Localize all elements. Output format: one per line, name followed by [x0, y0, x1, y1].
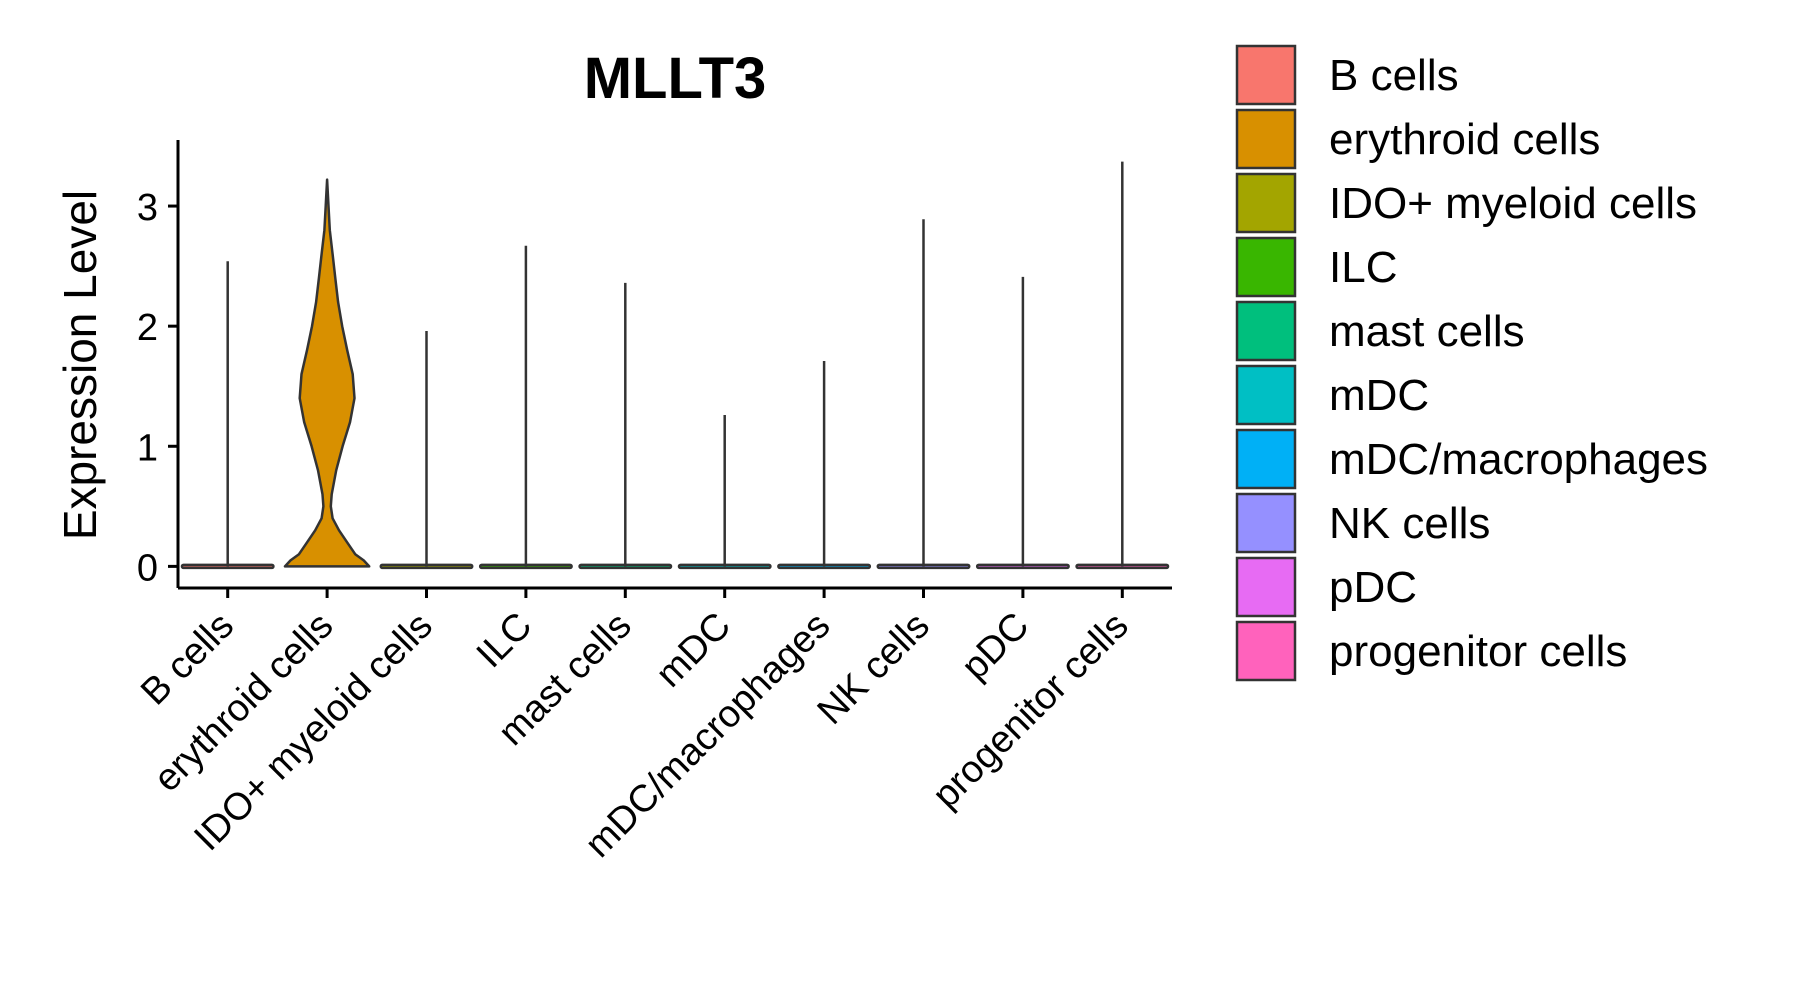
x-tick-label: NK cells [810, 605, 938, 733]
violin-group [379, 330, 474, 570]
x-tick-label: ILC [469, 605, 541, 677]
legend-label: progenitor cells [1329, 627, 1627, 676]
legend-key [1235, 236, 1297, 298]
legend: B cells erythroid cells IDO+ myeloid cells… [1235, 44, 1708, 682]
legend-key [1235, 44, 1297, 106]
legend-label: NK cells [1329, 499, 1490, 548]
chart-title: MLLT3 [584, 46, 767, 111]
legend-key [1235, 620, 1297, 682]
violin-group [777, 360, 872, 570]
y-tick-label: 3 [137, 187, 158, 229]
violin-group [975, 276, 1070, 570]
legend-label: erythroid cells [1329, 115, 1600, 164]
legend-key [1235, 428, 1297, 490]
legend-label: mDC/macrophages [1329, 435, 1708, 484]
legend-key [1235, 172, 1297, 234]
legend-label: mDC [1329, 371, 1429, 420]
violin-erythroid-cells [283, 178, 371, 568]
y-tick-label: 1 [137, 427, 158, 469]
violin-group [677, 415, 772, 570]
legend-label: ILC [1329, 243, 1397, 292]
violin-group [478, 245, 573, 570]
legend-key [1235, 300, 1297, 362]
legend-label: IDO+ myeloid cells [1329, 179, 1697, 228]
x-tick-label: pDC [954, 605, 1037, 688]
x-tick-label: mDC [648, 605, 739, 696]
y-axis-label: Expression Level [54, 190, 106, 540]
y-tick-label: 2 [137, 307, 158, 349]
violin-group [876, 219, 971, 570]
legend-key [1235, 492, 1297, 554]
violin-group [180, 261, 275, 570]
y-tick-label: 0 [137, 547, 158, 589]
violin-group [578, 282, 673, 570]
legend-key [1235, 108, 1297, 170]
legend-key [1235, 556, 1297, 618]
violin-group [1075, 161, 1170, 570]
legend-label: mast cells [1329, 307, 1525, 356]
legend-key [1235, 364, 1297, 426]
legend-label: pDC [1329, 563, 1417, 612]
violin-group [283, 178, 371, 568]
legend-label: B cells [1329, 51, 1459, 100]
